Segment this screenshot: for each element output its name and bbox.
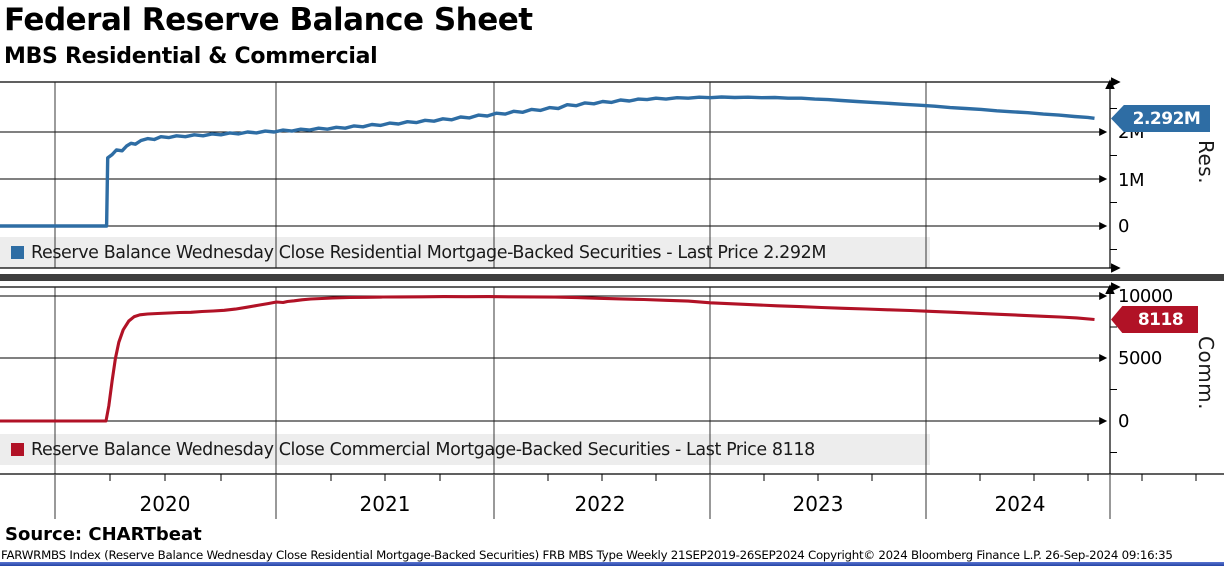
bottom-accent-bar bbox=[0, 562, 1224, 566]
residential-legend-label: Reserve Balance Wednesday Close Resident… bbox=[31, 242, 827, 263]
comm-ytick-5000: 5000 bbox=[1118, 348, 1162, 369]
source-label: Source: CHARTbeat bbox=[5, 524, 202, 545]
footer-disclaimer: FARWRMBS Index (Reserve Balance Wednesda… bbox=[1, 548, 1173, 562]
commercial-series-line bbox=[0, 295, 1095, 423]
comm-ytick-0: 0 bbox=[1118, 411, 1129, 432]
panel-separator bbox=[0, 274, 1224, 281]
top-panel-minor-ticks bbox=[1110, 108, 1117, 250]
residential-legend-marker-icon bbox=[11, 246, 24, 259]
bottom-panel-minor-ticks bbox=[1110, 326, 1117, 453]
residential-legend: Reserve Balance Wednesday Close Resident… bbox=[0, 237, 930, 268]
comm-axis-title: Comm. bbox=[1194, 336, 1218, 411]
commercial-legend-marker-icon bbox=[11, 443, 24, 456]
x-tick-2023: 2023 bbox=[792, 492, 844, 516]
res-ytick-0: 0 bbox=[1118, 216, 1129, 237]
x-tick-2020: 2020 bbox=[139, 492, 191, 516]
comm-ytick-10000: 10000 bbox=[1118, 286, 1173, 307]
x-tick-2024: 2024 bbox=[994, 492, 1046, 516]
commercial-last-price-badge: 8118 bbox=[1111, 306, 1198, 333]
res-ytick-1m: 1M bbox=[1118, 170, 1144, 191]
residential-series-line bbox=[0, 95, 1095, 228]
x-tick-2021: 2021 bbox=[359, 492, 411, 516]
top-panel-frame bbox=[0, 77, 1121, 273]
commercial-legend-label: Reserve Balance Wednesday Close Commerci… bbox=[31, 439, 815, 460]
residential-legend-box bbox=[0, 237, 930, 268]
x-tick-2022: 2022 bbox=[574, 492, 626, 516]
residential-last-price-badge: 2.292M bbox=[1111, 105, 1210, 132]
x-axis bbox=[0, 473, 1224, 519]
bottom-panel-vertical-gridlines bbox=[54, 287, 927, 474]
page-title: Federal Reserve Balance Sheet bbox=[4, 2, 533, 38]
page-subtitle: MBS Residential & Commercial bbox=[4, 44, 378, 69]
res-axis-title: Res. bbox=[1194, 140, 1218, 185]
commercial-legend: Reserve Balance Wednesday Close Commerci… bbox=[0, 434, 930, 465]
commercial-legend-box bbox=[0, 434, 930, 465]
